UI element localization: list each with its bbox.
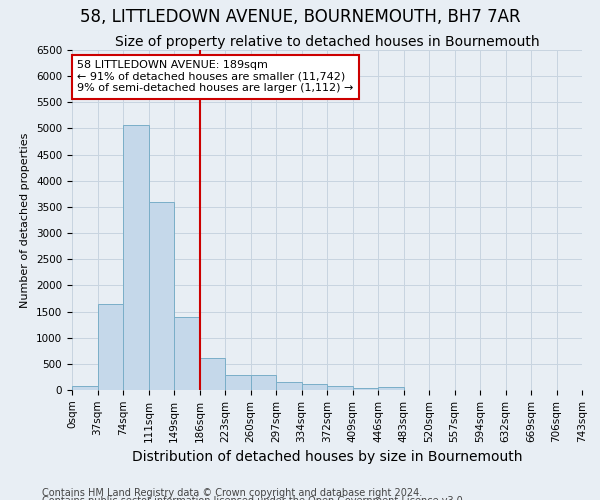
Y-axis label: Number of detached properties: Number of detached properties [20,132,31,308]
Bar [199,358,225,390]
Text: Contains public sector information licensed under the Open Government Licence v3: Contains public sector information licen… [42,496,466,500]
Bar [378,387,404,390]
Bar [72,386,97,390]
Text: Contains HM Land Registry data © Crown copyright and database right 2024.: Contains HM Land Registry data © Crown c… [42,488,422,498]
Title: Size of property relative to detached houses in Bournemouth: Size of property relative to detached ho… [115,35,539,49]
Text: 58 LITTLEDOWN AVENUE: 189sqm
← 91% of detached houses are smaller (11,742)
9% of: 58 LITTLEDOWN AVENUE: 189sqm ← 91% of de… [77,60,353,94]
Bar [149,202,174,390]
Bar [302,384,327,390]
Bar [97,304,123,390]
Bar [276,382,302,390]
Bar [327,386,353,390]
Text: 58, LITTLEDOWN AVENUE, BOURNEMOUTH, BH7 7AR: 58, LITTLEDOWN AVENUE, BOURNEMOUTH, BH7 … [80,8,520,26]
X-axis label: Distribution of detached houses by size in Bournemouth: Distribution of detached houses by size … [132,450,522,464]
Bar [123,125,149,390]
Bar [251,374,276,390]
Bar [174,317,199,390]
Bar [225,374,251,390]
Bar [353,388,378,390]
